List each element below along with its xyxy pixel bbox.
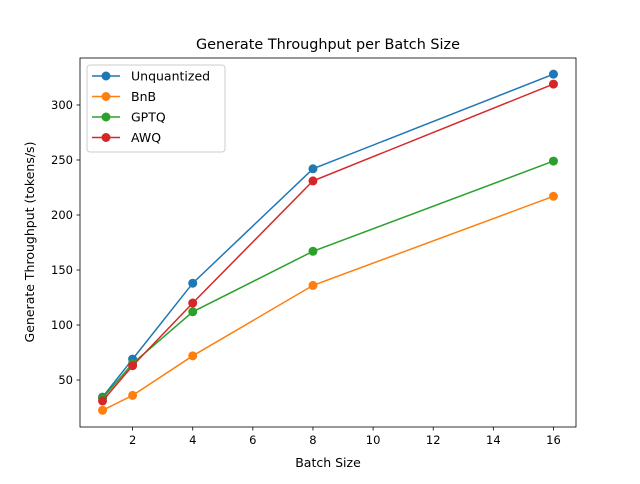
series-line-bnb: [102, 195, 554, 411]
legend-marker: [101, 133, 111, 142]
data-point-bnb: [98, 405, 108, 415]
y-tick-label: 200: [51, 208, 73, 222]
y-tick-label: 300: [51, 98, 73, 112]
data-point-awq: [308, 176, 318, 186]
chart-title: Generate Throughput per Batch Size: [196, 37, 460, 53]
legend-label: BnB: [131, 89, 156, 104]
data-point-awq: [548, 79, 558, 89]
data-point-unquantized: [548, 69, 558, 79]
legend-box: [86, 64, 226, 153]
data-point-awq: [188, 298, 198, 308]
plot-area: 2 4 6 8 10 12 14 16 50 100 150 200 250 300: [51, 69, 561, 447]
data-point-awq: [98, 396, 108, 406]
data-point-bnb: [308, 280, 318, 290]
data-point-bnb: [188, 351, 198, 361]
legend-label: Unquantized: [131, 69, 210, 84]
y-tick-label: 250: [51, 153, 73, 167]
axes-frame: [79, 57, 577, 428]
legend-marker: [101, 92, 111, 101]
x-tick-label: 10: [366, 433, 381, 447]
y-tick-label: 100: [51, 318, 73, 332]
data-point-unquantized: [308, 164, 318, 174]
y-tick-label: 50: [58, 373, 73, 387]
x-tick-label: 12: [426, 433, 441, 447]
x-axis-label: Batch Size: [295, 455, 361, 470]
legend-label: AWQ: [131, 130, 161, 145]
legend-marker: [101, 112, 111, 122]
data-point-awq: [128, 361, 138, 371]
x-tick-label: 8: [309, 433, 316, 447]
y-axis-label: Generate Throughput (tokens/s): [22, 142, 37, 343]
legend-label: GPTQ: [131, 110, 166, 125]
x-tick-label: 16: [546, 433, 561, 447]
data-point-gptq: [548, 156, 558, 166]
data-point-bnb: [548, 191, 558, 201]
data-point-bnb: [128, 390, 138, 400]
legend: Unquantized BnB GPTQ AWQ: [86, 64, 226, 153]
x-tick-label: 4: [189, 433, 196, 447]
data-point-unquantized: [188, 278, 198, 288]
y-tick-label: 150: [51, 263, 73, 277]
x-tick-label: 6: [249, 433, 256, 447]
x-tick-label: 14: [486, 433, 501, 447]
data-point-gptq: [308, 246, 318, 256]
x-tick-label: 2: [129, 433, 136, 447]
legend-marker: [101, 71, 111, 81]
data-point-gptq: [188, 307, 198, 317]
